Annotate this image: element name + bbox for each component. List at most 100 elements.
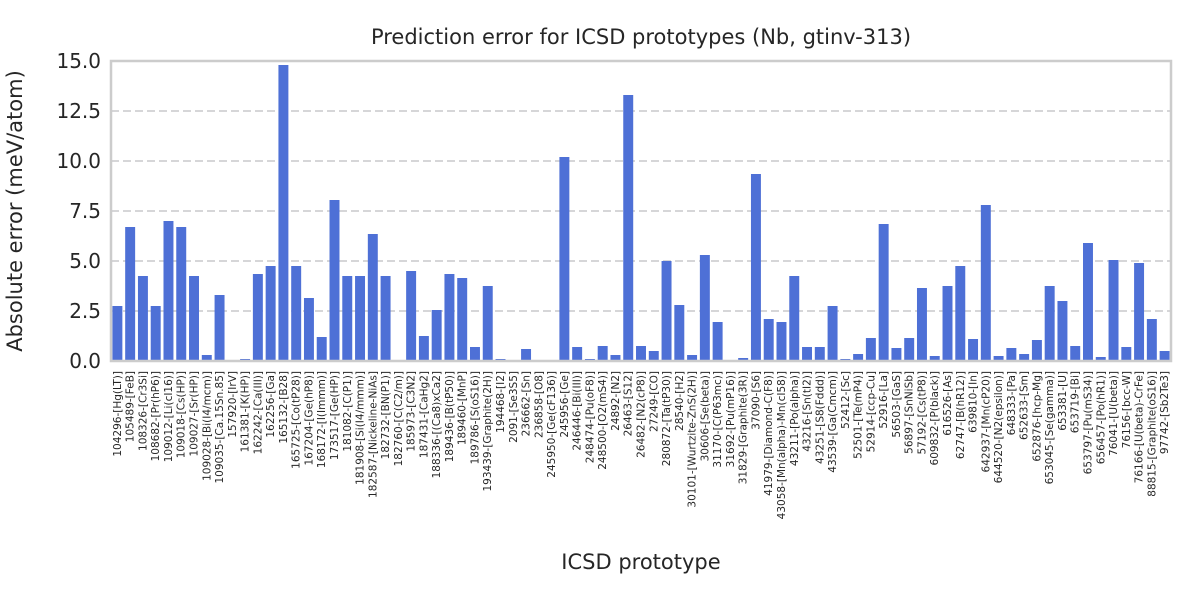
bar <box>189 276 199 361</box>
x-tick-label: 27249-[CO] <box>648 371 660 432</box>
x-tick-label: 43058-[Mn(alpha)-Mn(cI58)] <box>776 371 788 519</box>
bar <box>482 286 493 361</box>
x-tick-label: 616526-[As] <box>942 371 954 436</box>
y-tick-label: 5.0 <box>69 249 101 273</box>
x-tick-label: 653381-[U] <box>1057 371 1069 431</box>
bar <box>125 227 136 361</box>
x-tick-label: 43251-[S8(Fddd)] <box>814 371 826 464</box>
bar <box>1031 340 1042 361</box>
bar <box>814 347 825 361</box>
bar <box>444 274 455 361</box>
y-tick-labels: 0.0 2.5 5.0 7.5 10.0 12.5 15.0 <box>56 49 101 373</box>
x-tick-label: 31170-[C(P63mc)] <box>712 371 724 468</box>
x-tick-label: 236858-[O8] <box>533 371 545 438</box>
x-tick-label: 165132-[B28] <box>278 371 290 444</box>
x-tick-label: 76041-[U(beta)] <box>1108 371 1120 456</box>
x-tick-label: 105489-[FeB] <box>125 371 137 442</box>
x-tick-label: 52412-[Sc] <box>840 371 852 429</box>
bar <box>265 266 276 361</box>
x-tick-label: 246446-[Bi(III)] <box>572 371 584 451</box>
bar <box>355 276 366 361</box>
x-tick-label: 280872-[Ta(tP30)] <box>661 371 673 466</box>
bar <box>1159 351 1170 361</box>
x-tick-label: 52501-[Te(mP4)] <box>853 371 865 459</box>
x-tick-label: 652876-[hcp-Mg] <box>1031 371 1043 462</box>
bar <box>214 295 225 361</box>
bar <box>916 288 927 361</box>
bar <box>853 354 864 361</box>
x-tick-label: 30101-[Wurtzite-ZnS(2H)] <box>687 371 699 508</box>
bar <box>316 337 327 361</box>
x-tick-label: 245950-[Ge(cF136)] <box>546 371 558 478</box>
bar <box>648 351 659 361</box>
bar <box>163 221 174 361</box>
x-tick-label: 109035-[Ca.15Sn.85] <box>214 371 226 484</box>
x-tick-label: 644520-[N2(epsilon)] <box>993 371 1005 483</box>
x-tick-label: 189786-[S(oS16)] <box>469 371 481 464</box>
x-tick-label: 181082-[C(P1)] <box>342 371 354 452</box>
bar <box>942 286 953 361</box>
x-tick-label: 109027-[Sr(HP)] <box>189 371 201 456</box>
x-tick-label: 162242-[Ca(III)] <box>252 371 264 454</box>
bar <box>137 276 148 361</box>
x-axis-label: ICSD prototype <box>561 550 720 574</box>
x-tick-label: 157920-[IrV] <box>227 371 239 438</box>
x-tick-label: 182760-[C(C2/m)] <box>393 371 405 466</box>
x-tick-label: 88815-[Graphite(oS16)] <box>1146 371 1158 497</box>
x-tick-label: 656457-[Po(hR1)] <box>1095 371 1107 464</box>
bar <box>469 347 480 361</box>
bar <box>1019 354 1030 361</box>
x-tick-label: 194468-[I2] <box>495 371 507 433</box>
bar <box>636 346 646 361</box>
y-tick-label: 12.5 <box>56 99 101 123</box>
bar <box>1121 347 1132 361</box>
x-tick-label: 161381-[K(HP)] <box>240 371 252 452</box>
x-tick-label: 653045-[Se(gamma)] <box>1044 371 1056 484</box>
bar <box>1095 357 1106 361</box>
bar <box>572 347 583 361</box>
x-tick-labels: 104296-[Hg(LT)] 105489-[FeB] 108326-[Cr3Si… <box>112 371 1171 519</box>
x-tick-label: 108326-[Cr3Si] <box>137 371 149 451</box>
x-tick-label: 76166-[U(beta)-CrFe] <box>1134 371 1146 483</box>
x-tick-label: 109018-[Cs(HP)] <box>176 371 188 458</box>
bar <box>367 234 378 361</box>
bar <box>699 255 710 361</box>
x-tick-label: 182587-[Nickeline-NiAs] <box>367 371 379 498</box>
x-tick-label: 653797-[Pu(mS34)] <box>1082 371 1094 474</box>
bar <box>968 339 979 361</box>
bar <box>955 266 966 361</box>
y-axis-label: Absolute error (meV/atom) <box>3 70 27 352</box>
x-tick-label: 189436-[B(tP50)] <box>444 371 456 462</box>
bar <box>291 266 302 361</box>
x-tick-label: 236662-[Sn] <box>521 371 533 436</box>
x-tick-label: 648333-[Pa] <box>1006 371 1018 435</box>
x-tick-label: 37090-[S6] <box>750 371 762 430</box>
x-tick-label: 248500-[O2(mS4)] <box>597 371 609 470</box>
bar <box>201 355 212 361</box>
bar <box>597 346 608 361</box>
x-tick-label: 62747-[B(hR12)] <box>955 371 967 459</box>
x-tick-label: 248474-[Pu(oF8)] <box>584 371 596 463</box>
x-tick-label: 31692-[Pu(mP16)] <box>725 371 737 467</box>
bar <box>776 322 787 361</box>
bar <box>878 224 889 361</box>
x-tick-label: 104296-[Hg(LT)] <box>112 371 124 457</box>
x-tick-label: 193439-[Graphite(2H)] <box>482 371 494 492</box>
bar <box>827 306 838 361</box>
bar <box>278 65 289 361</box>
bar <box>980 205 991 361</box>
bar <box>674 305 685 361</box>
x-tick-label: 56503-[GaS] <box>891 371 903 438</box>
bar <box>1134 263 1145 361</box>
bar <box>763 319 774 361</box>
x-tick-label: 97742-[Sb2Te3] <box>1159 371 1171 454</box>
x-tick-label: 57192-[Cs(tP8)] <box>916 371 928 455</box>
y-tick-label: 7.5 <box>69 199 101 223</box>
bar <box>789 276 800 361</box>
x-tick-label: 653719-[Bi] <box>1070 371 1082 433</box>
x-tick-label: 56897-[SnNiSb] <box>904 371 916 454</box>
x-tick-label: 188336-[(Ca8)xCa2] <box>431 371 443 478</box>
bar <box>623 95 634 361</box>
bar <box>176 227 187 361</box>
